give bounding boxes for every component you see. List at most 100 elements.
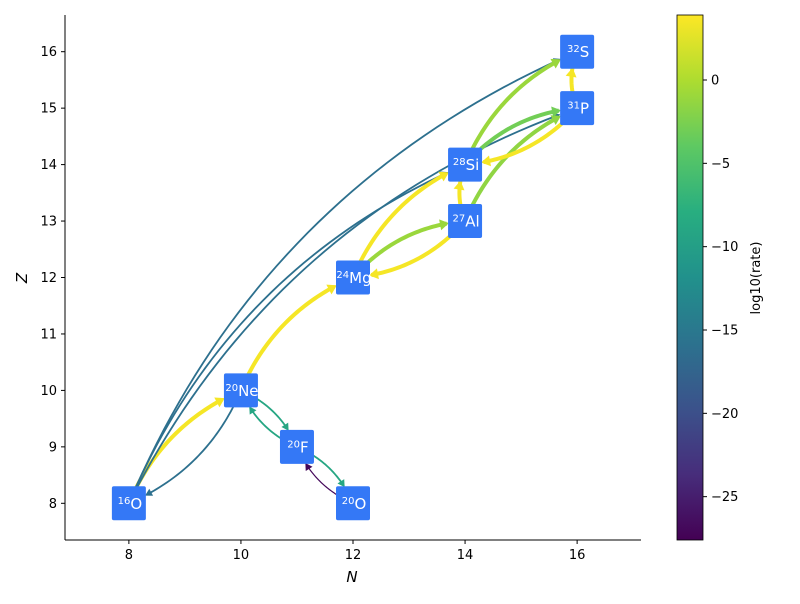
edge-arrowhead xyxy=(438,171,449,182)
y-tick-label: 8 xyxy=(49,497,57,512)
node-mass: 31 xyxy=(567,101,580,112)
edge-curve xyxy=(135,60,557,488)
colorbar-tick-label: 0 xyxy=(711,74,719,89)
rate-edge-ne20-f20 xyxy=(256,397,289,431)
edge-curve xyxy=(483,122,564,165)
node-mass: 24 xyxy=(336,270,349,281)
edge-arrowhead xyxy=(281,422,289,431)
edge-curve xyxy=(367,221,448,264)
rate-edge-mg24-si28 xyxy=(358,171,449,264)
node-label: 24Mg xyxy=(336,269,371,287)
x-tick-label: 16 xyxy=(569,548,586,563)
node-ne20: 20Ne xyxy=(223,373,259,408)
rate-edge-al27-mg24 xyxy=(369,235,451,280)
edge-arrowhead xyxy=(337,479,345,488)
edge-arrowhead xyxy=(481,155,492,167)
node-box xyxy=(560,34,595,69)
edge-arrowhead xyxy=(369,268,379,280)
edge-curve xyxy=(256,397,289,431)
node-label: 16O xyxy=(118,495,143,513)
colorbar-gradient xyxy=(676,14,704,541)
edge-arrowhead xyxy=(326,284,337,295)
node-label: 27Al xyxy=(452,213,479,231)
edge-arrowhead xyxy=(453,180,465,191)
node-element: P xyxy=(580,100,589,118)
edge-curve xyxy=(305,463,338,496)
colorbar-ticks: 0 −5 −10 −15 −20 −25 xyxy=(703,74,738,505)
node-box xyxy=(223,373,258,408)
colorbar-tick-label: −5 xyxy=(711,157,730,172)
node-label: 31P xyxy=(567,100,589,118)
node-label: 20Ne xyxy=(225,382,258,400)
colorbar-tick-label: −15 xyxy=(711,324,738,339)
node-mass: 27 xyxy=(452,214,465,225)
edge-curve xyxy=(479,108,560,151)
node-mass: 32 xyxy=(567,44,580,55)
y-tick-label: 9 xyxy=(49,440,57,455)
x-ticks: 8 10 12 14 16 xyxy=(125,540,586,563)
node-label: 20F xyxy=(287,438,308,456)
y-tick-label: 10 xyxy=(40,384,57,399)
y-tick-label: 16 xyxy=(40,45,57,60)
rate-edges xyxy=(134,58,577,496)
x-axis-label: N xyxy=(346,568,357,586)
y-tick-label: 11 xyxy=(40,327,57,342)
node-element: Al xyxy=(465,213,479,231)
node-label: 20O xyxy=(342,495,367,513)
y-tick-label: 13 xyxy=(40,215,57,230)
y-tick-label: 14 xyxy=(40,158,57,173)
y-tick-label: 15 xyxy=(40,102,57,117)
edge-curve xyxy=(147,405,235,495)
node-label: 28Si xyxy=(453,156,479,174)
node-al27: 27Al xyxy=(448,204,483,239)
node-element: F xyxy=(300,438,309,456)
node-box xyxy=(448,147,483,182)
rate-edge-ne20-o16 xyxy=(145,405,235,496)
node-p31: 31P xyxy=(560,91,595,126)
y-tick-label: 12 xyxy=(40,271,57,286)
node-mass: 20 xyxy=(225,383,238,394)
rate-edge-o20-f20 xyxy=(305,462,338,496)
edge-curve xyxy=(470,59,560,151)
edge-arrowhead xyxy=(305,462,313,472)
node-box xyxy=(560,91,595,126)
node-mass: 16 xyxy=(118,496,131,507)
node-o20: 20O xyxy=(336,486,370,521)
node-box xyxy=(336,486,370,521)
edge-curve xyxy=(249,407,282,440)
x-tick-label: 10 xyxy=(233,548,250,563)
node-label: 32S xyxy=(567,43,589,61)
x-tick-label: 8 xyxy=(125,548,133,563)
node-mass: 20 xyxy=(287,439,300,450)
edge-arrowhead xyxy=(439,219,449,231)
edge-arrowhead xyxy=(145,488,154,496)
rate-edge-f20-ne20 xyxy=(249,406,282,440)
colorbar: 0 −5 −10 −15 −20 −25 log10(rate) xyxy=(676,14,764,541)
rate-edge-p31-si28 xyxy=(481,122,564,167)
edge-curve xyxy=(358,172,447,264)
rate-edge-si28-p31 xyxy=(479,106,562,151)
node-o16: 16O xyxy=(111,486,146,521)
node-box xyxy=(279,429,314,464)
node-box xyxy=(336,260,370,295)
plot-axes: 8 10 12 14 16 8 9 10 11 12 13 14 15 16 N Z xyxy=(13,15,641,586)
edge-arrowhead xyxy=(550,58,561,69)
node-mg24: 24Mg xyxy=(336,260,372,295)
colorbar-tick-label: −20 xyxy=(711,407,738,422)
node-mass: 20 xyxy=(342,496,355,507)
node-element: O xyxy=(354,495,366,513)
rate-edge-o16-ne20 xyxy=(134,397,225,490)
colorbar-label: log10(rate) xyxy=(749,242,764,315)
edge-arrowhead xyxy=(214,397,225,408)
node-f20: 20F xyxy=(279,429,314,464)
node-element: S xyxy=(580,43,590,61)
y-ticks: 8 9 10 11 12 13 14 15 16 xyxy=(40,45,65,512)
rate-edge-si28-s32 xyxy=(470,58,561,151)
edge-curve xyxy=(312,454,345,487)
node-s32: 32S xyxy=(560,34,595,69)
node-element: Si xyxy=(466,156,480,174)
node-mass: 28 xyxy=(453,157,466,168)
colorbar-tick-label: −10 xyxy=(711,240,738,255)
